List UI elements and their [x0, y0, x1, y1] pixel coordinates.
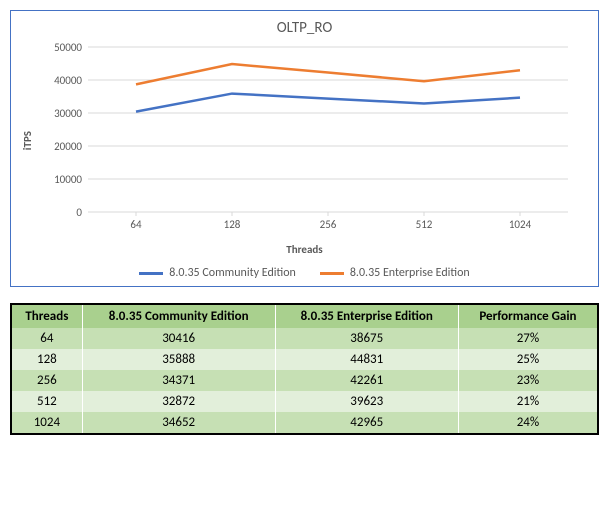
plot-area: iTPS 0 10000 20000 30000 40000 50000 64 128 256 5… [21, 41, 588, 241]
table-cell: 35888 [82, 349, 275, 370]
svg-text:40000: 40000 [54, 74, 82, 87]
chart-title: OLTP_RO [21, 19, 588, 37]
legend-item: 8.0.35 Enterprise Edition [320, 266, 470, 280]
svg-text:1024: 1024 [509, 218, 532, 231]
svg-text:64: 64 [130, 218, 142, 231]
table-cell: 27% [458, 328, 598, 349]
performance-table: Threads8.0.35 Community Edition8.0.35 En… [10, 303, 599, 435]
table-header-row: Threads8.0.35 Community Edition8.0.35 En… [11, 304, 598, 328]
series-line [136, 64, 520, 84]
table-cell: 21% [458, 391, 598, 412]
table-row: 64304163867527% [11, 328, 598, 349]
table-cell: 42965 [275, 412, 458, 434]
series-line [136, 94, 520, 112]
table-row: 1024346524296524% [11, 412, 598, 434]
svg-text:10000: 10000 [54, 173, 82, 186]
table-row: 256343714226123% [11, 370, 598, 391]
table-cell: 25% [458, 349, 598, 370]
svg-text:50000: 50000 [54, 41, 82, 54]
table-cell: 256 [11, 370, 82, 391]
x-axis-label: Threads [21, 243, 588, 256]
line-chart: 0 10000 20000 30000 40000 50000 64 128 256 512 102… [38, 41, 588, 241]
table-header-cell: Threads [11, 304, 82, 328]
svg-text:512: 512 [416, 218, 433, 231]
table-cell: 44831 [275, 349, 458, 370]
chart-legend: 8.0.35 Community Edition 8.0.35 Enterpris… [21, 266, 588, 280]
table-cell: 1024 [11, 412, 82, 434]
legend-label: 8.0.35 Community Edition [169, 266, 296, 280]
table-header-cell: 8.0.35 Community Edition [82, 304, 275, 328]
table-cell: 23% [458, 370, 598, 391]
table-header-cell: 8.0.35 Enterprise Edition [275, 304, 458, 328]
table-cell: 32872 [82, 391, 275, 412]
table-cell: 34371 [82, 370, 275, 391]
svg-text:0: 0 [76, 206, 82, 219]
table-cell: 24% [458, 412, 598, 434]
chart-svg: 0 10000 20000 30000 40000 50000 64 128 256 512 102… [38, 41, 578, 236]
chart-panel: OLTP_RO iTPS 0 10000 20000 30000 40000 50000 6… [10, 10, 599, 287]
legend-item: 8.0.35 Community Edition [139, 266, 296, 280]
y-axis-label: iTPS [21, 131, 34, 150]
table-header-cell: Performance Gain [458, 304, 598, 328]
svg-text:128: 128 [224, 218, 241, 231]
table-cell: 64 [11, 328, 82, 349]
legend-swatch [320, 272, 344, 275]
svg-text:20000: 20000 [54, 140, 82, 153]
table-cell: 38675 [275, 328, 458, 349]
table-cell: 512 [11, 391, 82, 412]
table-cell: 42261 [275, 370, 458, 391]
table-cell: 30416 [82, 328, 275, 349]
table-cell: 34652 [82, 412, 275, 434]
legend-label: 8.0.35 Enterprise Edition [350, 266, 470, 280]
svg-text:256: 256 [320, 218, 337, 231]
table-row: 128358884483125% [11, 349, 598, 370]
table-cell: 128 [11, 349, 82, 370]
table-row: 512328723962321% [11, 391, 598, 412]
legend-swatch [139, 272, 163, 275]
svg-text:30000: 30000 [54, 107, 82, 120]
table-cell: 39623 [275, 391, 458, 412]
